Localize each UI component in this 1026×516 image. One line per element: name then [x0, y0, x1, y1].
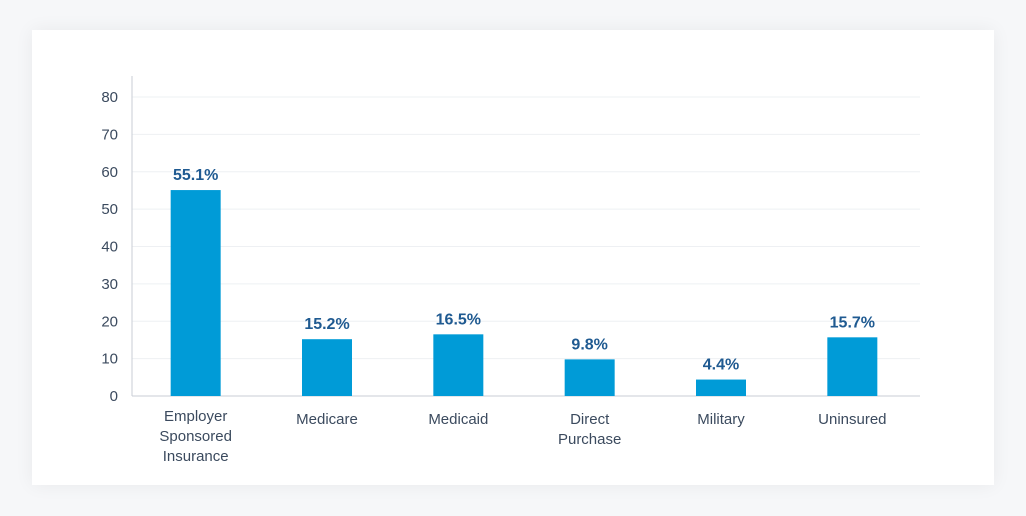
category-label-line: Medicaid — [428, 411, 488, 428]
data-label: 16.5% — [436, 311, 481, 328]
bar — [170, 190, 221, 396]
y-tick-label: 50 — [101, 201, 118, 218]
grid-lines — [132, 96, 920, 360]
category-label: Medicare — [296, 411, 358, 428]
category-label-line: Military — [697, 411, 745, 428]
data-label: 55.1% — [173, 167, 218, 184]
y-tick-label: 20 — [101, 313, 118, 330]
axes — [131, 76, 920, 397]
category-label-line: Sponsored — [159, 428, 232, 445]
category-label-line: Direct — [570, 411, 610, 428]
category-label: Uninsured — [818, 411, 886, 428]
data-label: 15.2% — [304, 316, 349, 333]
data-label: 4.4% — [703, 357, 739, 374]
bar — [302, 339, 352, 396]
bars — [170, 190, 878, 396]
category-label-line: Insurance — [163, 448, 229, 465]
category-label: Direct Purchase — [558, 411, 621, 448]
y-tick-labels: 0 10 20 30 40 50 60 70 80 — [101, 89, 118, 405]
y-tick-label: 60 — [101, 164, 118, 181]
bar — [433, 334, 484, 396]
y-tick-label: 0 — [110, 388, 118, 405]
category-label-line: Uninsured — [818, 411, 886, 428]
category-label-line: Purchase — [558, 431, 621, 448]
bar — [827, 337, 878, 396]
category-label-line: Medicare — [296, 411, 358, 428]
data-labels: 55.1% 15.2% 16.5% 9.8% 4.4% 15.7% — [173, 167, 875, 373]
y-tick-label: 30 — [101, 276, 118, 293]
data-label: 9.8% — [571, 336, 607, 353]
category-label-line: Employer — [164, 408, 227, 425]
category-label: Medicaid — [428, 411, 488, 428]
data-label: 15.7% — [830, 314, 875, 331]
bar — [696, 379, 746, 396]
y-tick-label: 80 — [101, 89, 118, 106]
category-label: Military — [697, 411, 745, 428]
bar — [564, 359, 615, 396]
y-tick-label: 10 — [101, 351, 118, 368]
category-labels: Employer Sponsored Insurance Medicare Medica… — [159, 408, 886, 465]
category-label: Employer Sponsored Insurance — [159, 408, 232, 465]
y-tick-label: 40 — [101, 239, 118, 256]
y-tick-label: 70 — [101, 126, 118, 143]
